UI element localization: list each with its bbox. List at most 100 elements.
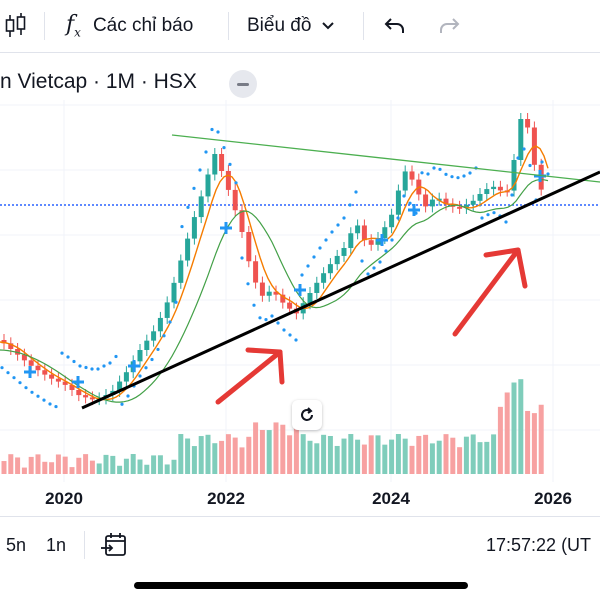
volume-bar (409, 445, 415, 474)
redo-icon[interactable] (437, 0, 461, 52)
volume-bar (307, 440, 313, 474)
volume-bars (1, 379, 544, 474)
sar-dot (36, 394, 40, 398)
candles (1, 113, 544, 406)
sar-dot (282, 328, 286, 332)
signal-cross-marker (72, 376, 84, 388)
sar-dot (210, 127, 214, 132)
volume-bar (355, 439, 361, 474)
volume-bar (137, 459, 143, 474)
time-axis[interactable]: 2020 2022 2024 2026 (0, 482, 600, 516)
candle-body (511, 160, 517, 191)
indicators-label: Các chỉ báo (92, 15, 194, 36)
sar-dot (540, 160, 544, 164)
range-5y-button[interactable]: 5n (6, 534, 27, 555)
candle-body (76, 390, 82, 396)
parabolic-sar-dots (0, 127, 550, 409)
sar-dot (78, 364, 82, 368)
sar-dot (108, 361, 112, 365)
signal-cross-marker (128, 360, 140, 372)
candle-body (232, 189, 238, 211)
volume-bar (83, 454, 89, 474)
candle-body (144, 340, 150, 350)
volume-bar (287, 435, 293, 474)
sar-dot (324, 238, 328, 242)
volume-bar (110, 455, 116, 474)
volume-bar (375, 435, 381, 474)
candle-body (287, 302, 293, 309)
volume-bar (151, 455, 157, 474)
volume-bar (191, 446, 197, 474)
volume-bar (205, 434, 211, 474)
volume-bar (1, 461, 7, 474)
sar-dot (378, 260, 382, 264)
volume-bar (443, 434, 449, 474)
candle-body (49, 374, 55, 379)
candle-body (89, 397, 95, 400)
volume-bar (219, 440, 225, 474)
candles-icon[interactable] (4, 0, 28, 52)
volume-bar (416, 435, 422, 474)
candle-body (491, 186, 497, 190)
candle-body (55, 378, 61, 382)
sar-dot (342, 216, 346, 220)
candle-body (314, 282, 320, 293)
candle-body (83, 395, 89, 398)
candle-body (198, 196, 204, 218)
volume-bar (21, 467, 27, 474)
toolbar-divider (0, 52, 600, 53)
candle-body (28, 360, 34, 366)
candle-body (402, 171, 408, 191)
candle-body (395, 190, 401, 215)
candle-body (15, 349, 21, 355)
candle-body (239, 210, 245, 232)
indicators-button[interactable]: fx Các chỉ báo (66, 0, 193, 52)
volume-bar (348, 434, 354, 474)
candle-body (137, 350, 143, 362)
sar-dot (522, 147, 526, 151)
reset-chart-button[interactable] (292, 400, 322, 430)
volume-bar (49, 462, 55, 474)
volume-bar (15, 457, 21, 474)
candle-body (361, 225, 367, 241)
clock-readout[interactable]: 17:57:22 (UT (486, 534, 592, 555)
sar-dot (66, 355, 70, 359)
candle-body (321, 273, 327, 283)
candle-body (355, 225, 361, 234)
undo-icon[interactable] (383, 0, 407, 52)
volume-bar (185, 438, 191, 474)
candle-body (280, 294, 286, 303)
sar-dot (102, 364, 106, 368)
sar-dot (186, 205, 190, 209)
collapse-legend-button[interactable] (229, 70, 257, 98)
price-chart[interactable] (0, 100, 600, 482)
chart-type-button[interactable]: Biểu đồ (247, 0, 335, 52)
candle-body (266, 291, 272, 296)
range-1y-button[interactable]: 1n (46, 534, 67, 555)
sar-dot (48, 402, 52, 406)
volume-bar (89, 460, 95, 474)
sar-dot (6, 371, 10, 375)
sar-dot (114, 354, 118, 359)
sar-dot (228, 162, 232, 166)
sar-dot (354, 190, 358, 194)
minus-icon (237, 82, 249, 86)
sar-dot (372, 266, 376, 270)
candle-body (409, 171, 415, 180)
sar-dot (420, 171, 424, 175)
candle-body (518, 119, 524, 160)
symbol-title[interactable]: n Vietcap · 1M · HSX (0, 70, 197, 93)
volume-bar (477, 442, 483, 474)
sar-dot (168, 320, 172, 324)
date-range-icon[interactable] (100, 517, 128, 573)
candle-body (327, 264, 333, 274)
candle-body (348, 233, 354, 248)
candle-body (157, 317, 163, 332)
candle-body (389, 214, 395, 228)
volume-bar (382, 444, 388, 474)
volume-bar (491, 434, 497, 474)
volume-bar (225, 434, 231, 474)
volume-bar (42, 461, 48, 474)
candle-body (470, 200, 476, 205)
sar-dot (270, 314, 274, 318)
